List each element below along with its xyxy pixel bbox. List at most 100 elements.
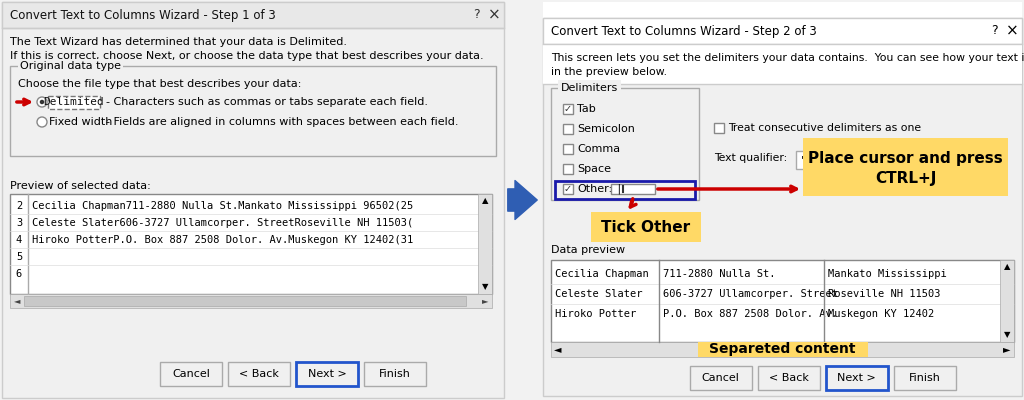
Text: Space: Space (577, 164, 611, 174)
Bar (803, 138, 1008, 196)
Text: Mankato Mississippi: Mankato Mississippi (828, 269, 947, 279)
Text: 5: 5 (16, 252, 23, 262)
Bar (591, 212, 701, 242)
Text: Muskegon KY 12402: Muskegon KY 12402 (828, 309, 934, 319)
Text: Next >: Next > (838, 373, 876, 383)
Text: Choose the file type that best describes your data:: Choose the file type that best describes… (18, 79, 301, 89)
Bar (551, 88, 699, 200)
Text: ►: ► (1004, 344, 1011, 354)
Bar (563, 164, 573, 174)
Text: |: | (615, 184, 622, 194)
Text: This screen lets you set the delimiters your data contains.  You can see how you: This screen lets you set the delimiters … (551, 53, 1024, 63)
Text: ▾: ▾ (874, 154, 881, 166)
Text: Place cursor and press: Place cursor and press (808, 152, 1002, 166)
Text: 606-3727 Ullamcorper. Street: 606-3727 Ullamcorper. Street (663, 289, 838, 299)
Text: Hiroko PotterP.O. Box 887 2508 Dolor. Av.Muskegon KY 12402(31: Hiroko PotterP.O. Box 887 2508 Dolor. Av… (32, 235, 414, 245)
Bar (296, 362, 358, 386)
Bar (563, 104, 573, 114)
Text: ×: × (487, 8, 501, 22)
Text: - Fields are aligned in columns with spaces between each field.: - Fields are aligned in columns with spa… (106, 117, 459, 127)
Text: Convert Text to Columns Wizard - Step 1 of 3: Convert Text to Columns Wizard - Step 1 … (10, 8, 275, 22)
Bar (758, 366, 819, 390)
Bar (160, 362, 222, 386)
Text: Tick Other: Tick Other (601, 220, 690, 234)
Text: 2: 2 (16, 201, 23, 211)
Text: Finish: Finish (908, 373, 940, 383)
Text: ▼: ▼ (1004, 330, 1011, 340)
Text: CTRL+J: CTRL+J (874, 172, 936, 186)
Text: Celeste Slater: Celeste Slater (555, 289, 642, 299)
Bar (2, 2, 504, 398)
Text: Cecilia Chapman711-2880 Nulla St.Mankato Mississippi 96502(25: Cecilia Chapman711-2880 Nulla St.Mankato… (32, 201, 414, 211)
Bar (796, 151, 886, 169)
Text: If this is correct, choose Next, or choose the data type that best describes you: If this is correct, choose Next, or choo… (10, 51, 483, 61)
Text: in the preview below.: in the preview below. (551, 67, 667, 77)
Bar (555, 181, 695, 199)
Text: ▲: ▲ (481, 196, 488, 206)
Bar (543, 18, 1022, 396)
Text: ▼: ▼ (481, 282, 488, 292)
Bar (24, 296, 466, 306)
Text: 6: 6 (16, 269, 23, 279)
Text: Celeste Slater606-3727 Ullamcorper. StreetRoseville NH 11503(: Celeste Slater606-3727 Ullamcorper. Stre… (32, 218, 414, 228)
Bar (551, 260, 1014, 342)
Text: ►: ► (481, 296, 488, 306)
Bar (2, 2, 504, 28)
Bar (543, 18, 1022, 44)
Bar (10, 194, 492, 294)
Text: Hiroko Potter: Hiroko Potter (555, 309, 636, 319)
Bar (870, 151, 886, 169)
Bar (551, 342, 1014, 357)
Text: Next >: Next > (307, 369, 346, 379)
Text: Cancel: Cancel (172, 369, 210, 379)
Text: Text qualifier:: Text qualifier: (714, 153, 787, 163)
Bar (543, 2, 1022, 18)
FancyArrowPatch shape (508, 180, 538, 220)
Bar (563, 124, 573, 134)
Text: Delimiters: Delimiters (561, 83, 618, 93)
Bar (825, 366, 888, 390)
Text: Convert Text to Columns Wizard - Step 2 of 3: Convert Text to Columns Wizard - Step 2 … (551, 24, 817, 38)
Text: Comma: Comma (577, 144, 621, 154)
Text: ✓: ✓ (564, 184, 572, 194)
Bar (894, 366, 955, 390)
Bar (563, 144, 573, 154)
Circle shape (40, 100, 44, 104)
Text: 711-2880 Nulla St.: 711-2880 Nulla St. (663, 269, 775, 279)
Text: The Text Wizard has determined that your data is Delimited.: The Text Wizard has determined that your… (10, 37, 347, 47)
Text: Cancel: Cancel (701, 373, 739, 383)
Text: ×: × (1006, 24, 1019, 38)
Bar (228, 362, 290, 386)
Circle shape (37, 97, 47, 107)
Text: ?: ? (990, 24, 997, 38)
Text: ?: ? (473, 8, 479, 22)
Bar (611, 184, 655, 194)
Circle shape (37, 117, 47, 127)
Bar (10, 66, 496, 156)
Bar (689, 366, 752, 390)
Text: Other:: Other: (577, 184, 612, 194)
Text: ▲: ▲ (1004, 262, 1011, 272)
Text: Data preview: Data preview (551, 245, 625, 255)
Text: - Characters such as commas or tabs separate each field.: - Characters such as commas or tabs sepa… (106, 97, 428, 107)
Text: ◄: ◄ (554, 344, 562, 354)
Text: Fixed width: Fixed width (49, 117, 113, 127)
Bar (543, 44, 1022, 84)
Bar (48, 96, 100, 108)
Text: 4: 4 (16, 235, 23, 245)
Text: Original data type: Original data type (20, 61, 121, 71)
Text: Finish: Finish (379, 369, 411, 379)
Text: < Back: < Back (769, 373, 808, 383)
Bar (1000, 260, 1014, 342)
Text: Semicolon: Semicolon (577, 124, 635, 134)
Text: Preview of selected data:: Preview of selected data: (10, 181, 151, 191)
Text: Roseville NH 11503: Roseville NH 11503 (828, 289, 940, 299)
Text: ◄: ◄ (13, 296, 20, 306)
Bar (364, 362, 426, 386)
Text: 3: 3 (16, 218, 23, 228)
Bar (478, 194, 492, 294)
Text: Cecilia Chapman: Cecilia Chapman (555, 269, 649, 279)
Text: Separeted content: Separeted content (710, 342, 856, 356)
Text: ": " (801, 155, 806, 165)
Bar (697, 342, 867, 357)
